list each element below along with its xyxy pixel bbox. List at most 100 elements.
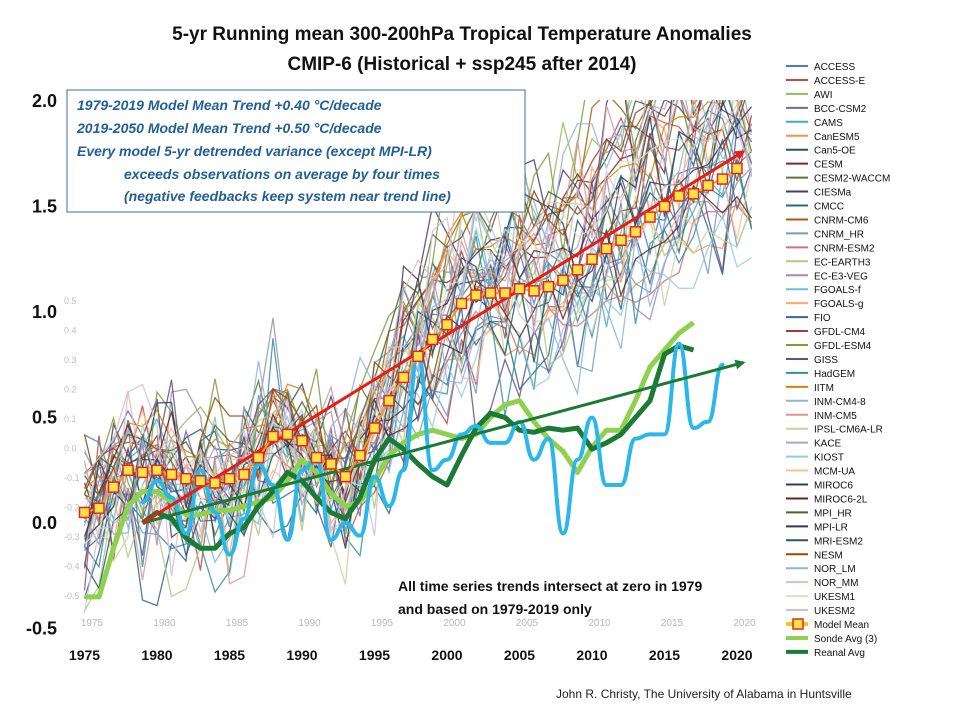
model-mean-point	[209, 477, 221, 489]
faint-value-label: 0.4	[64, 326, 77, 336]
legend-label: ACCESS	[814, 62, 855, 73]
legend-label: NOR_MM	[814, 578, 858, 589]
model-mean-point	[673, 190, 685, 202]
legend-label: GFDL-CM4	[814, 327, 866, 338]
faint-year-label: 1975	[81, 618, 104, 629]
model-mean-point	[151, 464, 163, 476]
model-mean-point	[687, 188, 700, 200]
faint-year-label: 2010	[588, 618, 611, 629]
faint-year-label: 1985	[226, 618, 249, 629]
legend-label: MRI-ESM2	[814, 536, 863, 547]
model-mean-point	[180, 472, 192, 485]
info-box-line-2: 2019-2050 Model Mean Trend +0.50 °C/deca…	[76, 120, 382, 136]
faint-value-label: -0.1	[64, 473, 80, 483]
legend-label-model-mean: Model Mean	[814, 620, 869, 631]
chart-subtitle: CMIP-6 (Historical + ssp245 after 2014)	[287, 54, 636, 75]
model-mean-point	[600, 242, 613, 255]
model-mean-point	[281, 428, 294, 441]
model-mean-point	[542, 280, 555, 293]
model-mean-point	[238, 468, 250, 481]
note-line-2: and based on 1979-2019 only	[398, 601, 592, 617]
info-box-line-1: 1979-2019 Model Mean Trend +0.40 °C/deca…	[77, 97, 382, 113]
legend-label: EC-EARTH3	[814, 257, 871, 268]
legend-label: UKESM2	[814, 606, 856, 617]
faint-value-label: 0.1	[64, 414, 77, 424]
axes: 2.0 1.5 1.0 0.5 0.0 -0.5 1975 1980 1985 1990 1995 2…	[26, 91, 753, 663]
faint-year-label: 2000	[443, 618, 466, 629]
y-tick-label: 2.0	[32, 91, 57, 111]
y-tick-label: 0.0	[32, 513, 57, 533]
y-tick-label: 0.5	[32, 408, 57, 428]
legend-label: GISS	[814, 355, 838, 366]
model-mean-point	[426, 333, 439, 346]
legend-label: HadGEM	[814, 369, 855, 380]
model-mean-point	[455, 297, 468, 310]
faint-year-label: 2015	[661, 618, 684, 629]
legend-label: GFDL-ESM4	[814, 341, 872, 352]
model-mean-point	[499, 287, 511, 299]
legend-label: BCC-CSM2	[814, 104, 867, 115]
model-mean-point	[441, 318, 453, 331]
info-box-frame	[66, 89, 526, 213]
model-mean-point	[107, 481, 120, 493]
model-mean-point	[383, 394, 395, 407]
faint-value-label: 0.0	[64, 444, 77, 454]
model-mean-point	[513, 283, 526, 295]
x-tick-label: 1985	[214, 647, 245, 663]
model-mean-point	[702, 179, 714, 192]
faint-year-label: 1995	[371, 618, 394, 629]
faint-value-label: -0.5	[64, 591, 80, 601]
legend-label-sonde: Sonde Avg (3)	[814, 634, 877, 645]
model-mean-point	[658, 200, 671, 213]
legend-label: CMCC	[814, 202, 844, 213]
legend-label: CAMS	[814, 118, 843, 129]
model-mean-point	[557, 274, 569, 287]
model-mean-point	[93, 502, 105, 514]
legend-label: MIROC6	[814, 481, 853, 492]
legend-label: CNRM_HR	[814, 229, 864, 240]
info-box: 1979-2019 Model Mean Trend +0.40 °C/deca…	[66, 89, 526, 213]
model-mean-point	[368, 422, 381, 434]
model-mean-point	[629, 226, 642, 238]
legend-label: KIOST	[814, 453, 844, 464]
x-tick-label: 2005	[504, 647, 535, 663]
legend-label: CanESM5	[814, 132, 860, 143]
legend-label: CNRM-ESM2	[814, 243, 875, 254]
model-mean-point	[644, 211, 656, 223]
legend-label: FIO	[814, 313, 831, 324]
model-mean-point	[325, 458, 337, 470]
legend-label: CESM	[814, 160, 843, 171]
model-mean-point	[267, 430, 279, 443]
legend-label: MPI_HR	[814, 508, 852, 519]
faint-value-label: -0.2	[64, 503, 80, 513]
legend-label: EC-E3-VEG	[814, 271, 868, 282]
faint-value-label: -0.3	[64, 532, 80, 542]
model-mean-point	[339, 470, 352, 483]
x-tick-label: 2015	[649, 647, 680, 663]
legend-label: AWI	[814, 90, 833, 101]
legend-label: IITM	[814, 383, 834, 394]
model-mean-point	[296, 434, 308, 447]
legend-label: CNRM-CM6	[814, 215, 869, 226]
legend-label: CESM2-WACCM	[814, 174, 890, 185]
x-tick-label: 1995	[359, 647, 390, 663]
faint-year-label: 2020	[733, 618, 756, 629]
chart-title: 5-yr Running mean 300-200hPa Tropical Te…	[172, 24, 752, 45]
y-tick-label: 1.0	[32, 302, 57, 322]
legend-label: MCM-UA	[814, 467, 855, 478]
legend-label: Can5-OE	[814, 146, 856, 157]
model-mean-point	[586, 253, 598, 265]
model-mean-point	[397, 371, 410, 384]
legend-label: UKESM1	[814, 592, 856, 603]
legend-marker-model-mean	[792, 618, 804, 630]
model-line	[83, 122, 753, 549]
model-mean-point	[412, 350, 424, 363]
legend-label: NESM	[814, 550, 843, 561]
legend-label: ACCESS-E	[814, 76, 865, 87]
model-mean-point	[716, 173, 729, 185]
x-tick-label: 2000	[431, 647, 462, 663]
model-line	[83, 100, 753, 613]
model-mean-point	[78, 506, 91, 519]
x-tick-label: 1975	[69, 647, 100, 663]
model-mean-point	[571, 264, 584, 276]
